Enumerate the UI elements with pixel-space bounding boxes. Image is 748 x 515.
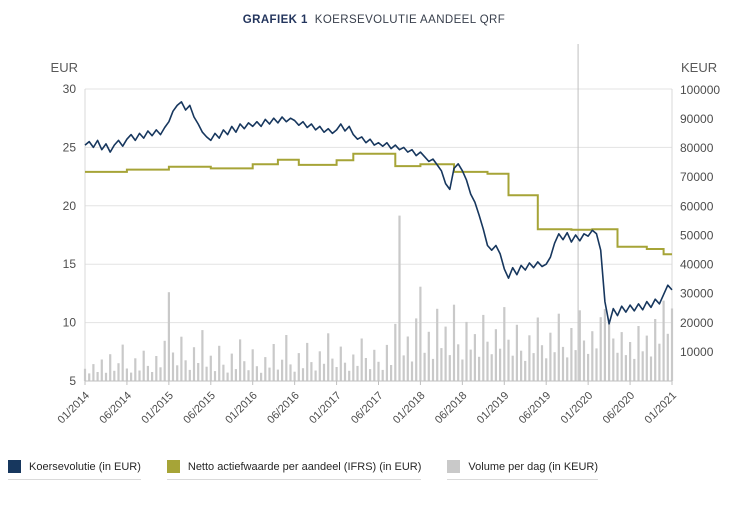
svg-text:01/2017: 01/2017	[307, 390, 344, 427]
koersevolutie-swatch-icon	[8, 460, 21, 473]
legend-label-netto-actiefwaarde: Netto actiefwaarde per aandeel (IFRS) (i…	[187, 460, 422, 473]
svg-text:01/2014: 01/2014	[56, 390, 93, 427]
netto-actiefwaarde-swatch-icon	[166, 460, 180, 473]
svg-text:01/2019: 01/2019	[475, 390, 512, 427]
legend-item-volume: Volume per dag (in KEUR)	[447, 460, 599, 480]
legend-item-koersevolutie: Koersevolutie (in EUR)	[8, 460, 141, 480]
plot-area: 01/2014 06/2014 01/2015 06/2015 01/2016 06/20…	[56, 44, 720, 427]
legend-label-koersevolutie: Koersevolutie (in EUR)	[29, 460, 141, 473]
svg-text:60000: 60000	[680, 199, 714, 213]
svg-text:100000: 100000	[680, 83, 720, 97]
svg-text:10: 10	[63, 316, 77, 330]
svg-text:25: 25	[63, 140, 77, 154]
svg-text:70000: 70000	[680, 170, 714, 184]
svg-text:5: 5	[69, 374, 76, 388]
svg-text:06/2016: 06/2016	[265, 390, 302, 427]
svg-text:15: 15	[63, 257, 77, 271]
legend-item-netto-actiefwaarde: Netto actiefwaarde per aandeel (IFRS) (i…	[166, 460, 422, 480]
svg-text:06/2017: 06/2017	[349, 390, 386, 427]
legend-label-volume: Volume per dag (in KEUR)	[468, 460, 599, 473]
volume-swatch-icon	[447, 460, 461, 473]
svg-text:06/2014: 06/2014	[97, 390, 134, 427]
chart-title: GRAFIEK 1 KOERSEVOLUTIE AANDEEL QRF	[0, 0, 748, 26]
svg-text:40000: 40000	[680, 258, 714, 272]
left-axis-unit-label: EUR	[51, 60, 78, 75]
chart-legend: Koersevolutie (in EUR) Netto actiefwaard…	[8, 460, 748, 480]
svg-text:80000: 80000	[680, 141, 714, 155]
svg-text:20: 20	[63, 199, 77, 213]
svg-text:30000: 30000	[680, 287, 714, 301]
svg-text:30: 30	[63, 82, 77, 96]
svg-text:01/2020: 01/2020	[559, 390, 596, 427]
svg-text:01/2015: 01/2015	[139, 390, 176, 427]
chart-title-text: KOERSEVOLUTIE AANDEEL QRF	[314, 14, 506, 26]
svg-text:20000: 20000	[680, 316, 714, 330]
svg-text:06/2018: 06/2018	[433, 390, 470, 427]
svg-text:90000: 90000	[680, 112, 714, 126]
svg-text:01/2018: 01/2018	[391, 390, 428, 427]
svg-text:01/2016: 01/2016	[223, 390, 260, 427]
right-axis-unit-label: KEUR	[681, 60, 717, 75]
svg-text:06/2019: 06/2019	[517, 390, 554, 427]
svg-text:50000: 50000	[680, 228, 714, 242]
svg-text:06/2020: 06/2020	[601, 390, 638, 427]
chart-title-label: GRAFIEK 1	[242, 14, 308, 26]
svg-text:10000: 10000	[680, 345, 714, 359]
price-volume-chart: EUR KEUR 01/2014 06/2014 01/2015 06/2015 01/…	[51, 44, 720, 427]
svg-text:01/2021: 01/2021	[643, 390, 680, 427]
svg-text:06/2015: 06/2015	[181, 390, 218, 427]
